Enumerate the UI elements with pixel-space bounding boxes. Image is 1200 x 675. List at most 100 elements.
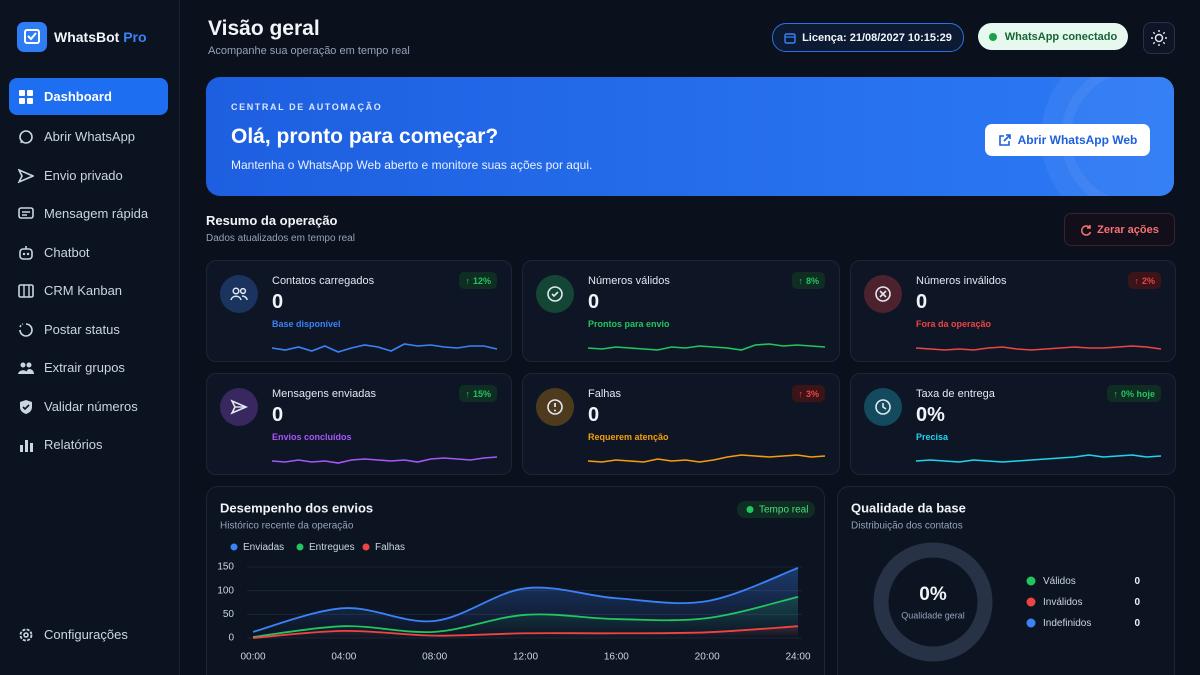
- calendar-icon: [784, 32, 796, 44]
- y-tick-label: 0: [228, 633, 234, 644]
- card-graphics: [220, 275, 498, 353]
- badge-arrow: ↑: [798, 388, 803, 399]
- card-sparkline: [915, 454, 1162, 463]
- series-line: [252, 567, 799, 633]
- card-badge: ↑ 8%: [792, 272, 825, 289]
- card-badge: ↑ 2%: [1128, 272, 1161, 289]
- summary-subtitle: Dados atualizados em tempo real: [206, 233, 355, 244]
- nav-item[interactable]: Abrir WhatsApp: [9, 118, 168, 155]
- nav-icon: [19, 89, 33, 104]
- nav-label: Mensagem rápida: [44, 206, 149, 221]
- chart-subtitle: Distribuição dos contatos: [851, 521, 963, 532]
- card-caption: Prontos para envio: [588, 319, 670, 329]
- badge-arrow: ↑: [798, 275, 803, 286]
- card-caption: Envios concluídos: [272, 432, 352, 442]
- card-graphics: [220, 388, 498, 464]
- nav-item[interactable]: Chatbot: [9, 234, 168, 271]
- nav-item[interactable]: Mensagem rápida: [9, 195, 168, 232]
- x-tick-label: 12:00: [513, 652, 538, 663]
- nav-item[interactable]: CRM Kanban: [9, 272, 168, 309]
- stat-card: Números válidos 0 Prontos para envio ↑ 8%: [522, 260, 840, 362]
- card-icon: [230, 287, 248, 301]
- nav-icon: [20, 399, 32, 414]
- sun-icon: [1151, 30, 1167, 46]
- card-title: Falhas: [588, 388, 622, 400]
- card-icon: [547, 399, 563, 415]
- nav-item[interactable]: Postar status: [9, 311, 168, 348]
- nav-item[interactable]: Envio privado: [9, 157, 168, 194]
- nav-icon: [19, 322, 33, 337]
- legend-value: 0: [1134, 576, 1140, 587]
- card-caption: Fora da operação: [916, 319, 992, 329]
- performance-chart: Desempenho dos envios Histórico recente d…: [217, 500, 815, 663]
- card-graphics: [864, 275, 1162, 351]
- nav-label: Chatbot: [44, 245, 90, 260]
- card-value: 0%: [916, 404, 945, 426]
- nav-icon: [20, 439, 33, 452]
- badge-text: 0% hoje: [1120, 388, 1155, 399]
- legend-label: Entregues: [309, 542, 355, 553]
- badge-text: 12%: [472, 275, 491, 286]
- card-sparkline: [587, 454, 826, 463]
- legend-dot: [230, 543, 238, 551]
- nav-label: CRM Kanban: [44, 283, 123, 298]
- x-tick-label: 24:00: [785, 652, 810, 663]
- nav-icon: [18, 206, 34, 219]
- y-tick-label: 100: [217, 585, 234, 596]
- brand-suffix: Pro: [123, 29, 147, 45]
- nav-label: Abrir WhatsApp: [44, 129, 136, 144]
- banner-text: Mantenha o WhatsApp Web aberto e monitor…: [231, 158, 593, 172]
- card-icon: [875, 286, 891, 302]
- x-tick-label: 04:00: [331, 652, 356, 663]
- license-pill: Licença: 21/08/2027 10:15:29: [772, 23, 964, 52]
- card-graphics: [536, 275, 826, 351]
- nav-icon: [19, 245, 33, 260]
- settings-label: Configurações: [44, 627, 128, 642]
- card-caption: Requerem atenção: [588, 432, 669, 442]
- badge-arrow: ↑: [1113, 388, 1118, 399]
- legend-label: Válidos: [1043, 576, 1076, 587]
- badge-arrow: ↑: [1134, 275, 1139, 286]
- badge-arrow: ↑: [465, 388, 470, 399]
- open-whatsapp-button[interactable]: Abrir WhatsApp Web: [985, 124, 1150, 156]
- badge-text: 2%: [1141, 275, 1155, 286]
- legend-value: 0: [1134, 597, 1140, 608]
- stat-card: Falhas 0 Requerem atenção ↑ 3%: [522, 373, 840, 475]
- settings-link[interactable]: Configurações: [9, 616, 168, 653]
- x-tick-label: 16:00: [604, 652, 629, 663]
- theme-toggle[interactable]: [1143, 22, 1175, 54]
- external-icon: [998, 133, 1011, 146]
- card-badge: ↑ 12%: [459, 272, 497, 289]
- stat-card: Contatos carregados 0 Base disponível ↑ 12%: [206, 260, 512, 362]
- chart-title: Desempenho dos envios: [220, 500, 373, 515]
- page-subtitle: Acompanhe sua operação em tempo real: [208, 45, 410, 57]
- stat-card: Números inválidos 0 Fora da operação ↑ 2%: [850, 260, 1176, 362]
- nav-icon: [18, 362, 34, 374]
- nav-item[interactable]: Extrair grupos: [9, 349, 168, 386]
- legend-dot: [1026, 618, 1036, 628]
- legend-label: Enviadas: [243, 542, 284, 553]
- reset-label: Zerar ações: [1097, 223, 1159, 236]
- nav-icon: [18, 283, 34, 298]
- legend-dot: [1026, 576, 1036, 586]
- reset-button[interactable]: Zerar ações: [1064, 213, 1175, 246]
- nav-label: Dashboard: [44, 89, 112, 104]
- donut-center-label: Qualidade geral: [901, 610, 965, 620]
- card-value: 0: [588, 404, 600, 426]
- card-badge: ↑ 15%: [459, 385, 497, 402]
- card-value: 0: [588, 291, 600, 313]
- card-sparkline: [587, 343, 826, 351]
- chart-subtitle: Histórico recente da operação: [220, 521, 354, 532]
- card-badge: ↑ 3%: [792, 385, 825, 402]
- card-caption: Base disponível: [272, 319, 341, 329]
- card-title: Números válidos: [588, 275, 670, 287]
- nav-item[interactable]: Dashboard: [9, 78, 168, 115]
- logo: [17, 22, 47, 52]
- nav-item[interactable]: Relatórios: [9, 426, 168, 463]
- nav-label: Extrair grupos: [44, 360, 125, 375]
- badge-text: 15%: [472, 388, 491, 399]
- nav-item[interactable]: Validar números: [9, 388, 168, 425]
- card-icon-bg: [220, 275, 258, 313]
- reset-icon: [1081, 224, 1092, 236]
